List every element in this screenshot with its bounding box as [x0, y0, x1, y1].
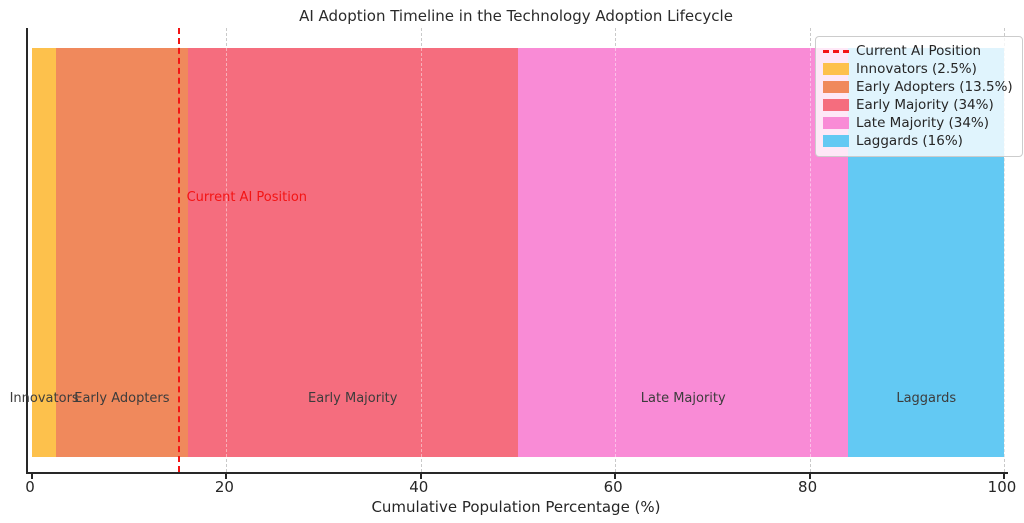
x-tick-label: 60 [603, 478, 623, 496]
plot-area: Innovators Early Adopters Early Majority La… [10, 28, 1008, 479]
color-swatch-icon [823, 99, 849, 111]
color-swatch-icon [823, 63, 849, 75]
band-innovators [32, 48, 57, 457]
legend-item-label: Early Majority (34%) [856, 97, 994, 113]
chart-title: AI Adoption Timeline in the Technology A… [299, 7, 733, 25]
gridline-overlay [615, 48, 617, 457]
gridline-overlay [226, 48, 228, 457]
band-label-laggards: Laggards [896, 391, 957, 406]
legend-item-label: Innovators (2.5%) [856, 61, 977, 77]
legend-item: Innovators (2.5%) [823, 60, 1013, 78]
gridline [1004, 28, 1005, 472]
x-tick-label: 40 [409, 478, 429, 496]
band-late-majority [518, 48, 849, 457]
current-ai-position-line [177, 28, 180, 472]
band-label-early-majority: Early Majority [308, 391, 398, 406]
legend-item: Current AI Position [823, 42, 1013, 60]
gridline-overlay [420, 48, 422, 457]
current-ai-position-annotation: Current AI Position [186, 190, 308, 205]
x-axis-label: Cumulative Population Percentage (%) [371, 498, 661, 516]
legend-item: Early Majority (34%) [823, 96, 1013, 114]
legend-item-label: Late Majority (34%) [856, 115, 990, 131]
x-tick-label: 80 [798, 478, 818, 496]
x-tick-label: 100 [987, 478, 1017, 496]
gridline-overlay [1004, 48, 1005, 457]
band-label-late-majority: Late Majority [640, 391, 726, 406]
legend: Current AI Position Innovators (2.5%) Earl… [815, 36, 1023, 157]
legend-item: Laggards (16%) [823, 132, 1013, 150]
x-tick-mark [419, 474, 422, 479]
band-early-majority [187, 48, 518, 457]
x-tick-label: 20 [214, 478, 234, 496]
color-swatch-icon [823, 135, 849, 147]
gridline-overlay [809, 48, 811, 457]
band-label-innovators: Innovators [9, 391, 79, 406]
x-tick-mark [225, 474, 228, 479]
legend-item: Early Adopters (13.5%) [823, 78, 1013, 96]
x-tick-mark [1003, 474, 1005, 479]
dashed-line-swatch-icon [823, 49, 849, 53]
legend-item-label: Early Adopters (13.5%) [856, 79, 1013, 95]
x-tick-mark [614, 474, 617, 479]
band-label-early-adopters: Early Adopters [74, 391, 170, 406]
x-tick-mark [31, 474, 33, 479]
legend-item-label: Laggards (16%) [856, 133, 963, 149]
band-early-adopters [56, 48, 188, 457]
legend-item: Late Majority (34%) [823, 114, 1013, 132]
color-swatch-icon [823, 81, 849, 93]
color-swatch-icon [823, 117, 849, 129]
x-tick-label: 0 [25, 478, 35, 496]
x-tick-mark [808, 474, 811, 479]
legend-item-label: Current AI Position [856, 43, 982, 59]
